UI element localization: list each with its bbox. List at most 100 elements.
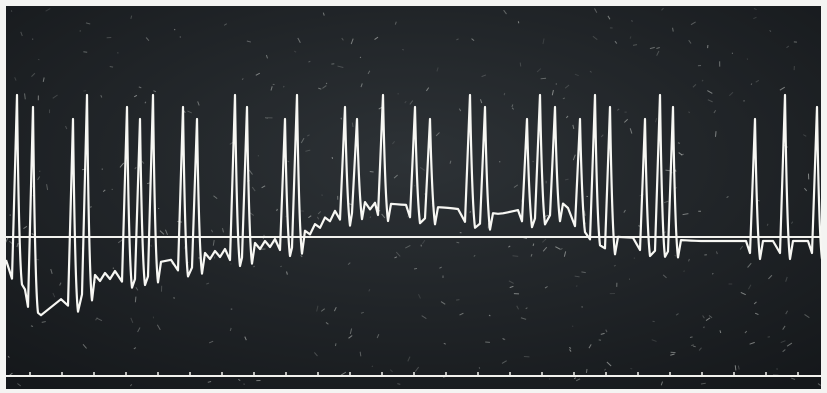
speck (37, 176, 41, 181)
speck (419, 166, 425, 171)
speck (52, 94, 58, 99)
speck (785, 310, 789, 315)
speck (737, 365, 740, 370)
speck (425, 87, 430, 92)
speck (509, 285, 514, 289)
speck (501, 360, 507, 364)
speck (418, 293, 421, 299)
speck (574, 275, 580, 278)
speck (130, 15, 133, 19)
speck (65, 125, 68, 130)
speck (153, 90, 157, 93)
speck (785, 276, 788, 282)
speck (572, 124, 575, 130)
speck (31, 72, 36, 77)
speck (297, 37, 301, 43)
speck (769, 29, 772, 32)
speck (734, 365, 737, 371)
speck (82, 343, 87, 349)
speck (804, 187, 808, 192)
speck (544, 286, 548, 289)
speck (23, 225, 28, 230)
speck (316, 305, 319, 312)
speck (368, 289, 371, 292)
speck (656, 47, 660, 49)
speck (572, 154, 576, 161)
speck (568, 346, 572, 349)
speck (508, 245, 511, 248)
speck (251, 186, 256, 192)
speck (129, 383, 133, 387)
speck (530, 253, 533, 257)
speck (367, 70, 371, 75)
speck (749, 341, 755, 345)
speck (548, 378, 551, 380)
speck (562, 97, 566, 100)
speck (378, 106, 383, 110)
speck (511, 104, 514, 108)
speck (316, 216, 320, 220)
speck (274, 241, 276, 244)
speck (347, 262, 351, 266)
speck (772, 373, 779, 376)
speck (594, 8, 598, 13)
speck (109, 66, 114, 68)
speck (270, 86, 273, 91)
speck (525, 307, 528, 310)
speck (241, 78, 244, 81)
speck (130, 317, 134, 323)
speck (702, 315, 705, 319)
speck (583, 210, 586, 216)
speck (300, 137, 305, 144)
speck (614, 40, 618, 44)
speck (212, 240, 215, 246)
speck (318, 87, 322, 90)
speck (623, 118, 629, 123)
speck (481, 74, 487, 78)
speck (707, 90, 713, 94)
speck (144, 101, 147, 104)
speck (183, 246, 186, 250)
speck (575, 378, 581, 382)
speck (381, 213, 386, 219)
speck (683, 270, 685, 272)
speck (782, 349, 786, 353)
speck (573, 377, 577, 380)
speck (95, 317, 98, 321)
speck (747, 262, 752, 268)
speck (817, 383, 821, 386)
speck (588, 344, 592, 349)
speck (755, 79, 760, 83)
speck (206, 282, 210, 285)
speck (280, 265, 282, 268)
speck (395, 251, 401, 257)
speck (325, 82, 328, 85)
speck (287, 160, 290, 163)
speck (542, 38, 545, 45)
speck (376, 334, 380, 339)
speck (692, 84, 697, 88)
speck (348, 335, 353, 339)
speck (592, 35, 598, 41)
speck (351, 122, 354, 128)
speck (134, 296, 137, 303)
speck (59, 282, 62, 286)
speck (662, 274, 667, 279)
speck (286, 271, 288, 275)
speck (138, 86, 142, 89)
speck (690, 21, 696, 26)
speck (119, 162, 125, 168)
speck (440, 301, 446, 305)
speck (244, 336, 247, 341)
speck (708, 315, 713, 319)
speck (746, 58, 749, 60)
speck (744, 330, 748, 334)
speck (726, 195, 729, 199)
speck (678, 152, 683, 156)
speck (572, 325, 574, 327)
speck (145, 37, 150, 42)
speck (5, 237, 9, 243)
speck (322, 85, 327, 89)
speck (542, 246, 548, 252)
